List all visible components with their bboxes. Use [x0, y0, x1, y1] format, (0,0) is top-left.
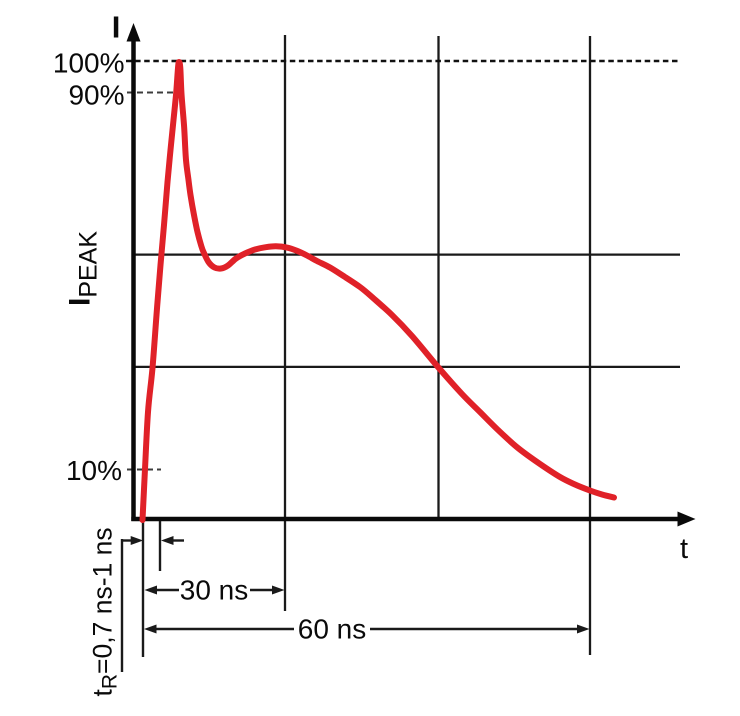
svg-text:60 ns: 60 ns: [298, 614, 367, 645]
svg-text:tR=0,7 ns-1 ns: tR=0,7 ns-1 ns: [88, 527, 122, 696]
svg-text:t: t: [680, 533, 688, 565]
svg-text:I: I: [112, 10, 121, 45]
svg-text:100%: 100%: [53, 48, 125, 79]
svg-text:10%: 10%: [66, 455, 122, 486]
svg-text:30 ns: 30 ns: [180, 575, 249, 606]
svg-text:90%: 90%: [68, 80, 124, 111]
